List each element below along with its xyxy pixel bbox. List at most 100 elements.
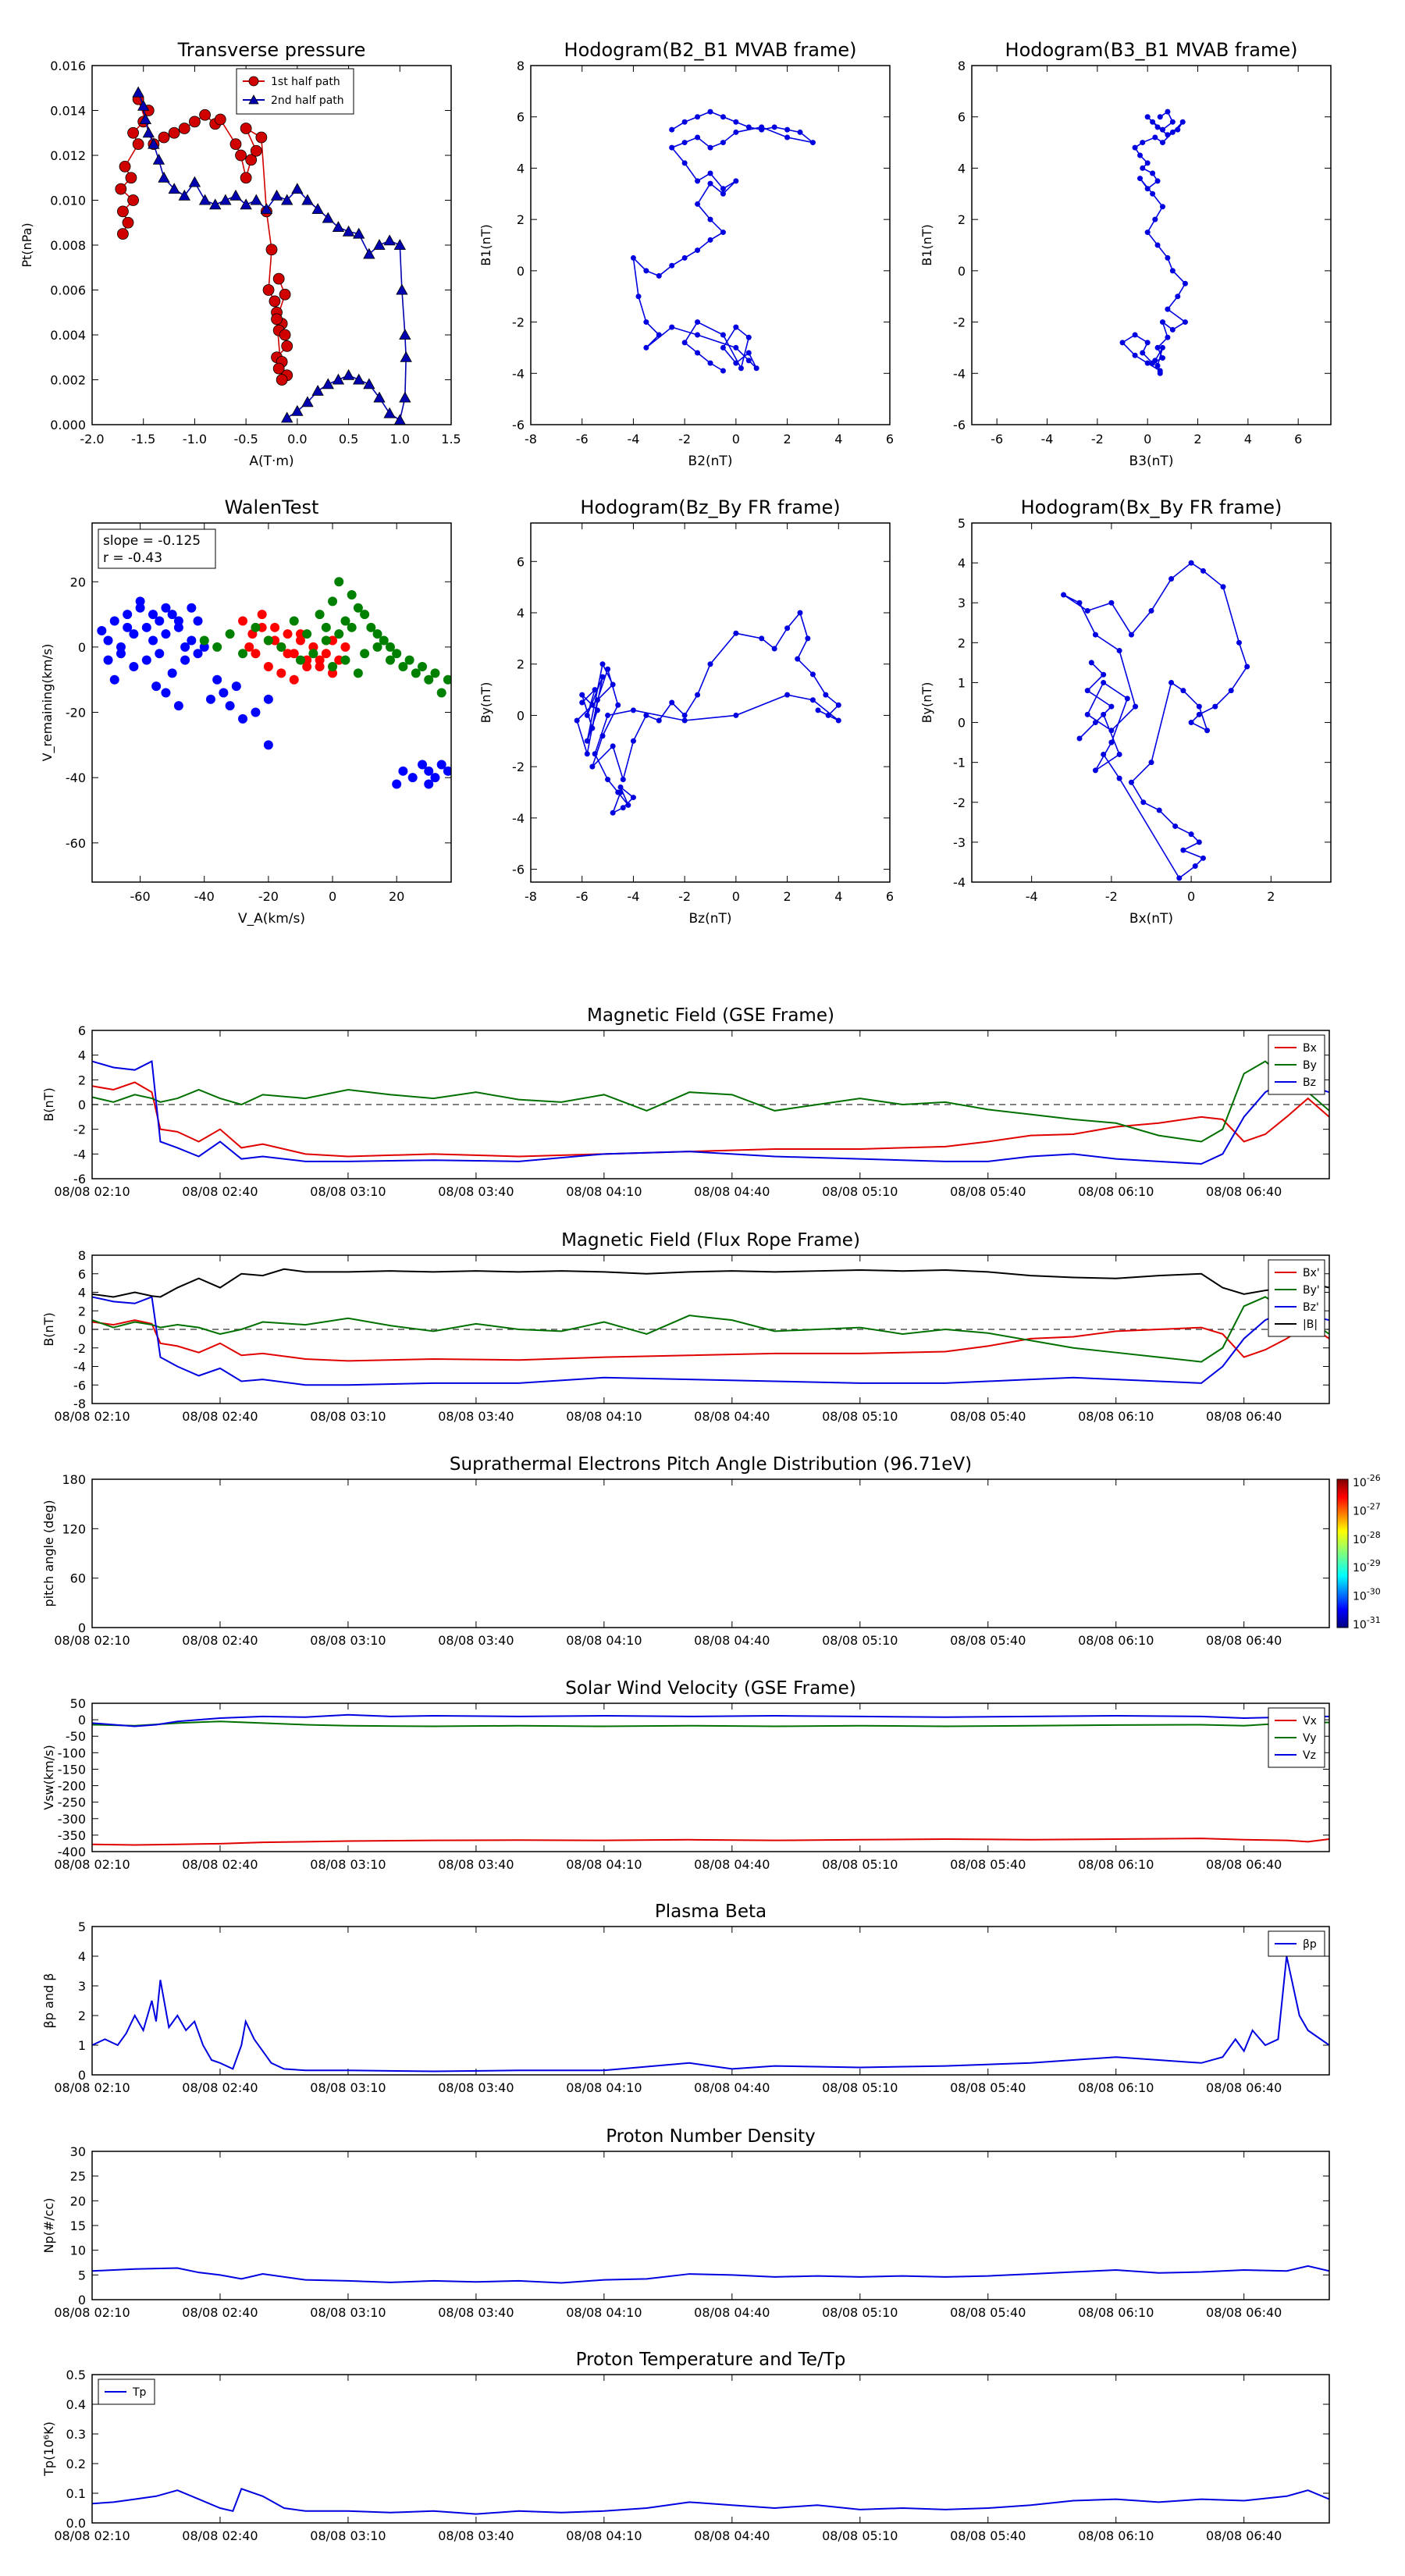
- data-point: [610, 743, 616, 749]
- data-point: [1169, 326, 1176, 333]
- data-point: [695, 319, 701, 326]
- y-tick-label: 6: [517, 110, 525, 125]
- x-tick-label: 08/08 05:10: [822, 1857, 898, 1872]
- y-tick-label: 180: [62, 1472, 86, 1487]
- x-tick-label: 08/08 02:10: [54, 1857, 130, 1872]
- data-point: [148, 137, 160, 149]
- data-point: [1152, 216, 1158, 222]
- data-point: [1144, 114, 1151, 120]
- data-point: [168, 183, 180, 194]
- data-point: [835, 702, 841, 708]
- series-1st half path: [115, 93, 293, 386]
- y-tick-label: -2: [73, 1341, 86, 1356]
- y-tick-label: -4: [73, 1147, 86, 1162]
- y-tick-label: -50: [66, 1729, 86, 1744]
- axes-frame: [91, 2374, 1330, 2524]
- data-point: [733, 119, 739, 125]
- y-tick-label: -4: [953, 366, 966, 381]
- data-point: [625, 802, 631, 808]
- y-tick-label: 0.2: [66, 2457, 86, 2471]
- series-0: [574, 610, 841, 816]
- colorbar-tick-label: 10-31: [1353, 1615, 1381, 1631]
- data-point: [584, 712, 590, 718]
- series-line: [632, 111, 813, 372]
- x-tick-label: 08/08 03:10: [310, 2528, 386, 2543]
- x-tick-label: 08/08 05:10: [822, 1633, 898, 1648]
- data-point: [594, 707, 600, 713]
- data-point: [635, 294, 642, 300]
- x-tick-label: 08/08 06:10: [1078, 2080, 1154, 2095]
- chart-hodogram_bx_by: Hodogram(Bx_By FR frame) -4 -3 -2 -1 0 1 2 3 4 5 -4…: [919, 496, 1332, 927]
- legend-label: 2nd half path: [271, 94, 344, 107]
- data-point: [835, 717, 841, 724]
- data-point: [733, 324, 739, 330]
- legend-marker: [248, 94, 259, 105]
- data-point: [263, 740, 273, 750]
- axes-frame: [91, 1254, 1330, 1404]
- data-point: [720, 332, 726, 338]
- data-point: [809, 140, 816, 146]
- data-point: [815, 707, 821, 713]
- data-point: [795, 656, 801, 662]
- data-point: [1137, 176, 1144, 182]
- y-tick-label: 4: [958, 161, 966, 176]
- data-point: [404, 655, 414, 665]
- chart-magnetic_field_fr: Magnetic Field (Flux Rope Frame) -8 -6 -4 -2…: [41, 1230, 1330, 1424]
- data-point: [311, 203, 324, 215]
- data-point: [353, 668, 363, 678]
- data-point: [251, 707, 261, 717]
- annotation-text: r = -0.43: [103, 550, 162, 566]
- series-line: [92, 1296, 1329, 1363]
- y-tick-label: -200: [58, 1779, 86, 1794]
- series-0: [92, 2265, 1329, 2284]
- data-point: [187, 603, 197, 613]
- y-tick-label: -6: [73, 1378, 86, 1393]
- y-tick-label: -2: [512, 315, 525, 330]
- data-point: [720, 114, 726, 120]
- data-point: [1101, 671, 1107, 678]
- legend-label: Bx: [1303, 1042, 1317, 1055]
- data-point: [180, 655, 190, 665]
- data-point: [656, 717, 662, 724]
- data-point: [733, 129, 739, 135]
- data-point: [332, 373, 345, 385]
- x-tick-label: 0.0: [287, 432, 307, 447]
- data-point: [1182, 280, 1188, 286]
- data-point: [733, 360, 739, 366]
- axes-frame: [91, 1478, 1330, 1628]
- y-tick-label: 2: [78, 1304, 86, 1318]
- x-tick-label: 08/08 03:40: [438, 2080, 514, 2095]
- y-axis-label: V_remaining(km/s): [40, 644, 55, 762]
- data-point: [334, 629, 344, 639]
- data-point: [720, 368, 726, 374]
- legend-label: Vx: [1303, 1715, 1317, 1727]
- legend-label: By': [1303, 1284, 1320, 1297]
- data-point: [738, 365, 744, 372]
- y-tick-label: 20: [70, 575, 86, 589]
- data-point: [141, 622, 151, 632]
- data-point: [257, 610, 267, 620]
- chart-title: Magnetic Field (Flux Rope Frame): [561, 1230, 860, 1251]
- data-point: [1092, 632, 1098, 638]
- x-tick-label: 08/08 04:40: [694, 2305, 770, 2320]
- data-point: [1124, 696, 1130, 702]
- data-point: [1144, 186, 1151, 192]
- x-tick-label: 08/08 04:10: [566, 2305, 642, 2320]
- y-tick-label: 50: [70, 1696, 86, 1711]
- y-tick-label: 4: [517, 606, 525, 621]
- x-tick-label: 08/08 04:40: [694, 1409, 770, 1424]
- legend: Bx' By' Bz' |B|: [1268, 1259, 1325, 1337]
- y-tick-label: 2: [78, 2008, 86, 2023]
- data-point: [321, 649, 331, 659]
- data-point: [418, 662, 428, 671]
- x-tick-label: 08/08 02:10: [54, 1184, 130, 1199]
- x-tick-label: 08/08 05:10: [822, 2528, 898, 2543]
- y-axis-label: βp and β: [41, 1973, 56, 2029]
- chart-magnetic_field_gse: Magnetic Field (GSE Frame) -6 -4 -2 0 2 4 6 08/0…: [41, 1005, 1330, 1199]
- data-point: [392, 649, 402, 659]
- data-point: [681, 140, 688, 146]
- data-point: [1144, 340, 1151, 346]
- data-point: [681, 712, 688, 718]
- y-tick-label: -2: [73, 1123, 86, 1137]
- data-point: [1154, 242, 1161, 248]
